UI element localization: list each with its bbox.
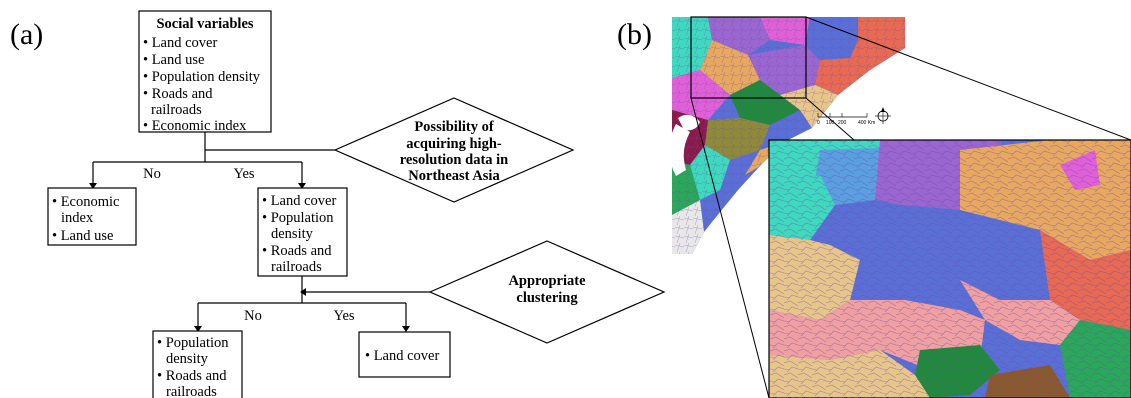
decision-diamond-2: [428, 240, 666, 344]
bottom-left-line: • Population: [157, 335, 229, 351]
scale-bar: 0 100 200 400 Km: [817, 113, 875, 126]
arrowhead: [194, 326, 202, 332]
scale-label: 100: [826, 120, 835, 126]
zoom-guide-line: [690, 97, 770, 398]
social-item: • Economic index: [143, 118, 247, 134]
decision-diamond-1: [333, 97, 575, 203]
panel-a-label: (a): [10, 18, 43, 51]
sea: [669, 124, 690, 176]
mid-box-line: density: [271, 226, 314, 242]
diamond1-line: acquiring high-: [406, 136, 502, 152]
arrowhead: [300, 288, 306, 296]
no-label-2: No: [244, 308, 262, 324]
zoomed-map-frame: [768, 139, 1131, 398]
diamond1-line: resolution data in: [400, 152, 509, 168]
bottom-left-line: • Roads and: [157, 368, 227, 384]
bottom-left-line: railroads: [166, 384, 217, 398]
zoom-guide-line: [805, 97, 855, 141]
arrowhead: [89, 183, 97, 189]
no-outcome-box-2: [152, 330, 243, 398]
social-item: • Land cover: [143, 35, 217, 51]
left-box-line: index: [61, 210, 94, 226]
yes-label-1: Yes: [233, 166, 254, 182]
mid-box-line: railroads: [271, 259, 322, 275]
diamond2-line: clustering: [516, 290, 578, 306]
left-box-line: • Land use: [52, 228, 113, 244]
scale-label: 200: [838, 120, 847, 126]
arrowhead: [298, 183, 306, 189]
compass-icon: [875, 107, 891, 124]
mid-box-line: • Population: [262, 210, 334, 226]
no-outcome-box: [47, 187, 137, 246]
social-item: railroads: [151, 102, 202, 118]
yes-outcome-box-2: [358, 331, 451, 378]
social-item: • Land use: [143, 52, 204, 68]
social-variables-title: Social variables: [156, 16, 253, 32]
mid-box-line: • Roads and: [262, 243, 332, 259]
social-item: • Roads and: [143, 86, 213, 102]
bottom-left-line: density: [166, 351, 209, 367]
yes-outcome-box: [257, 187, 348, 277]
diamond1-line: Possibility of: [414, 119, 494, 135]
arrowhead: [402, 326, 410, 332]
social-item: • Population density: [143, 69, 261, 85]
yes-label-2: Yes: [333, 308, 354, 324]
no-label-1: No: [143, 166, 161, 182]
sea: [678, 114, 700, 131]
inset-rectangle: [690, 16, 807, 99]
social-variables-box: [138, 10, 272, 133]
scale-label: 400 Km: [858, 120, 875, 126]
panel-b-label: (b): [617, 18, 652, 51]
left-box-line: • Economic: [52, 194, 120, 210]
scale-label: 0: [817, 120, 820, 126]
diamond1-line: Northeast Asia: [408, 168, 500, 184]
mid-box-line: • Land cover: [262, 193, 336, 209]
zoomed-map: [769, 140, 1131, 398]
diamond2-line: Appropriate: [508, 273, 586, 289]
bottom-right-line: • Land cover: [365, 348, 439, 364]
zoom-guide-line: [805, 16, 1131, 141]
